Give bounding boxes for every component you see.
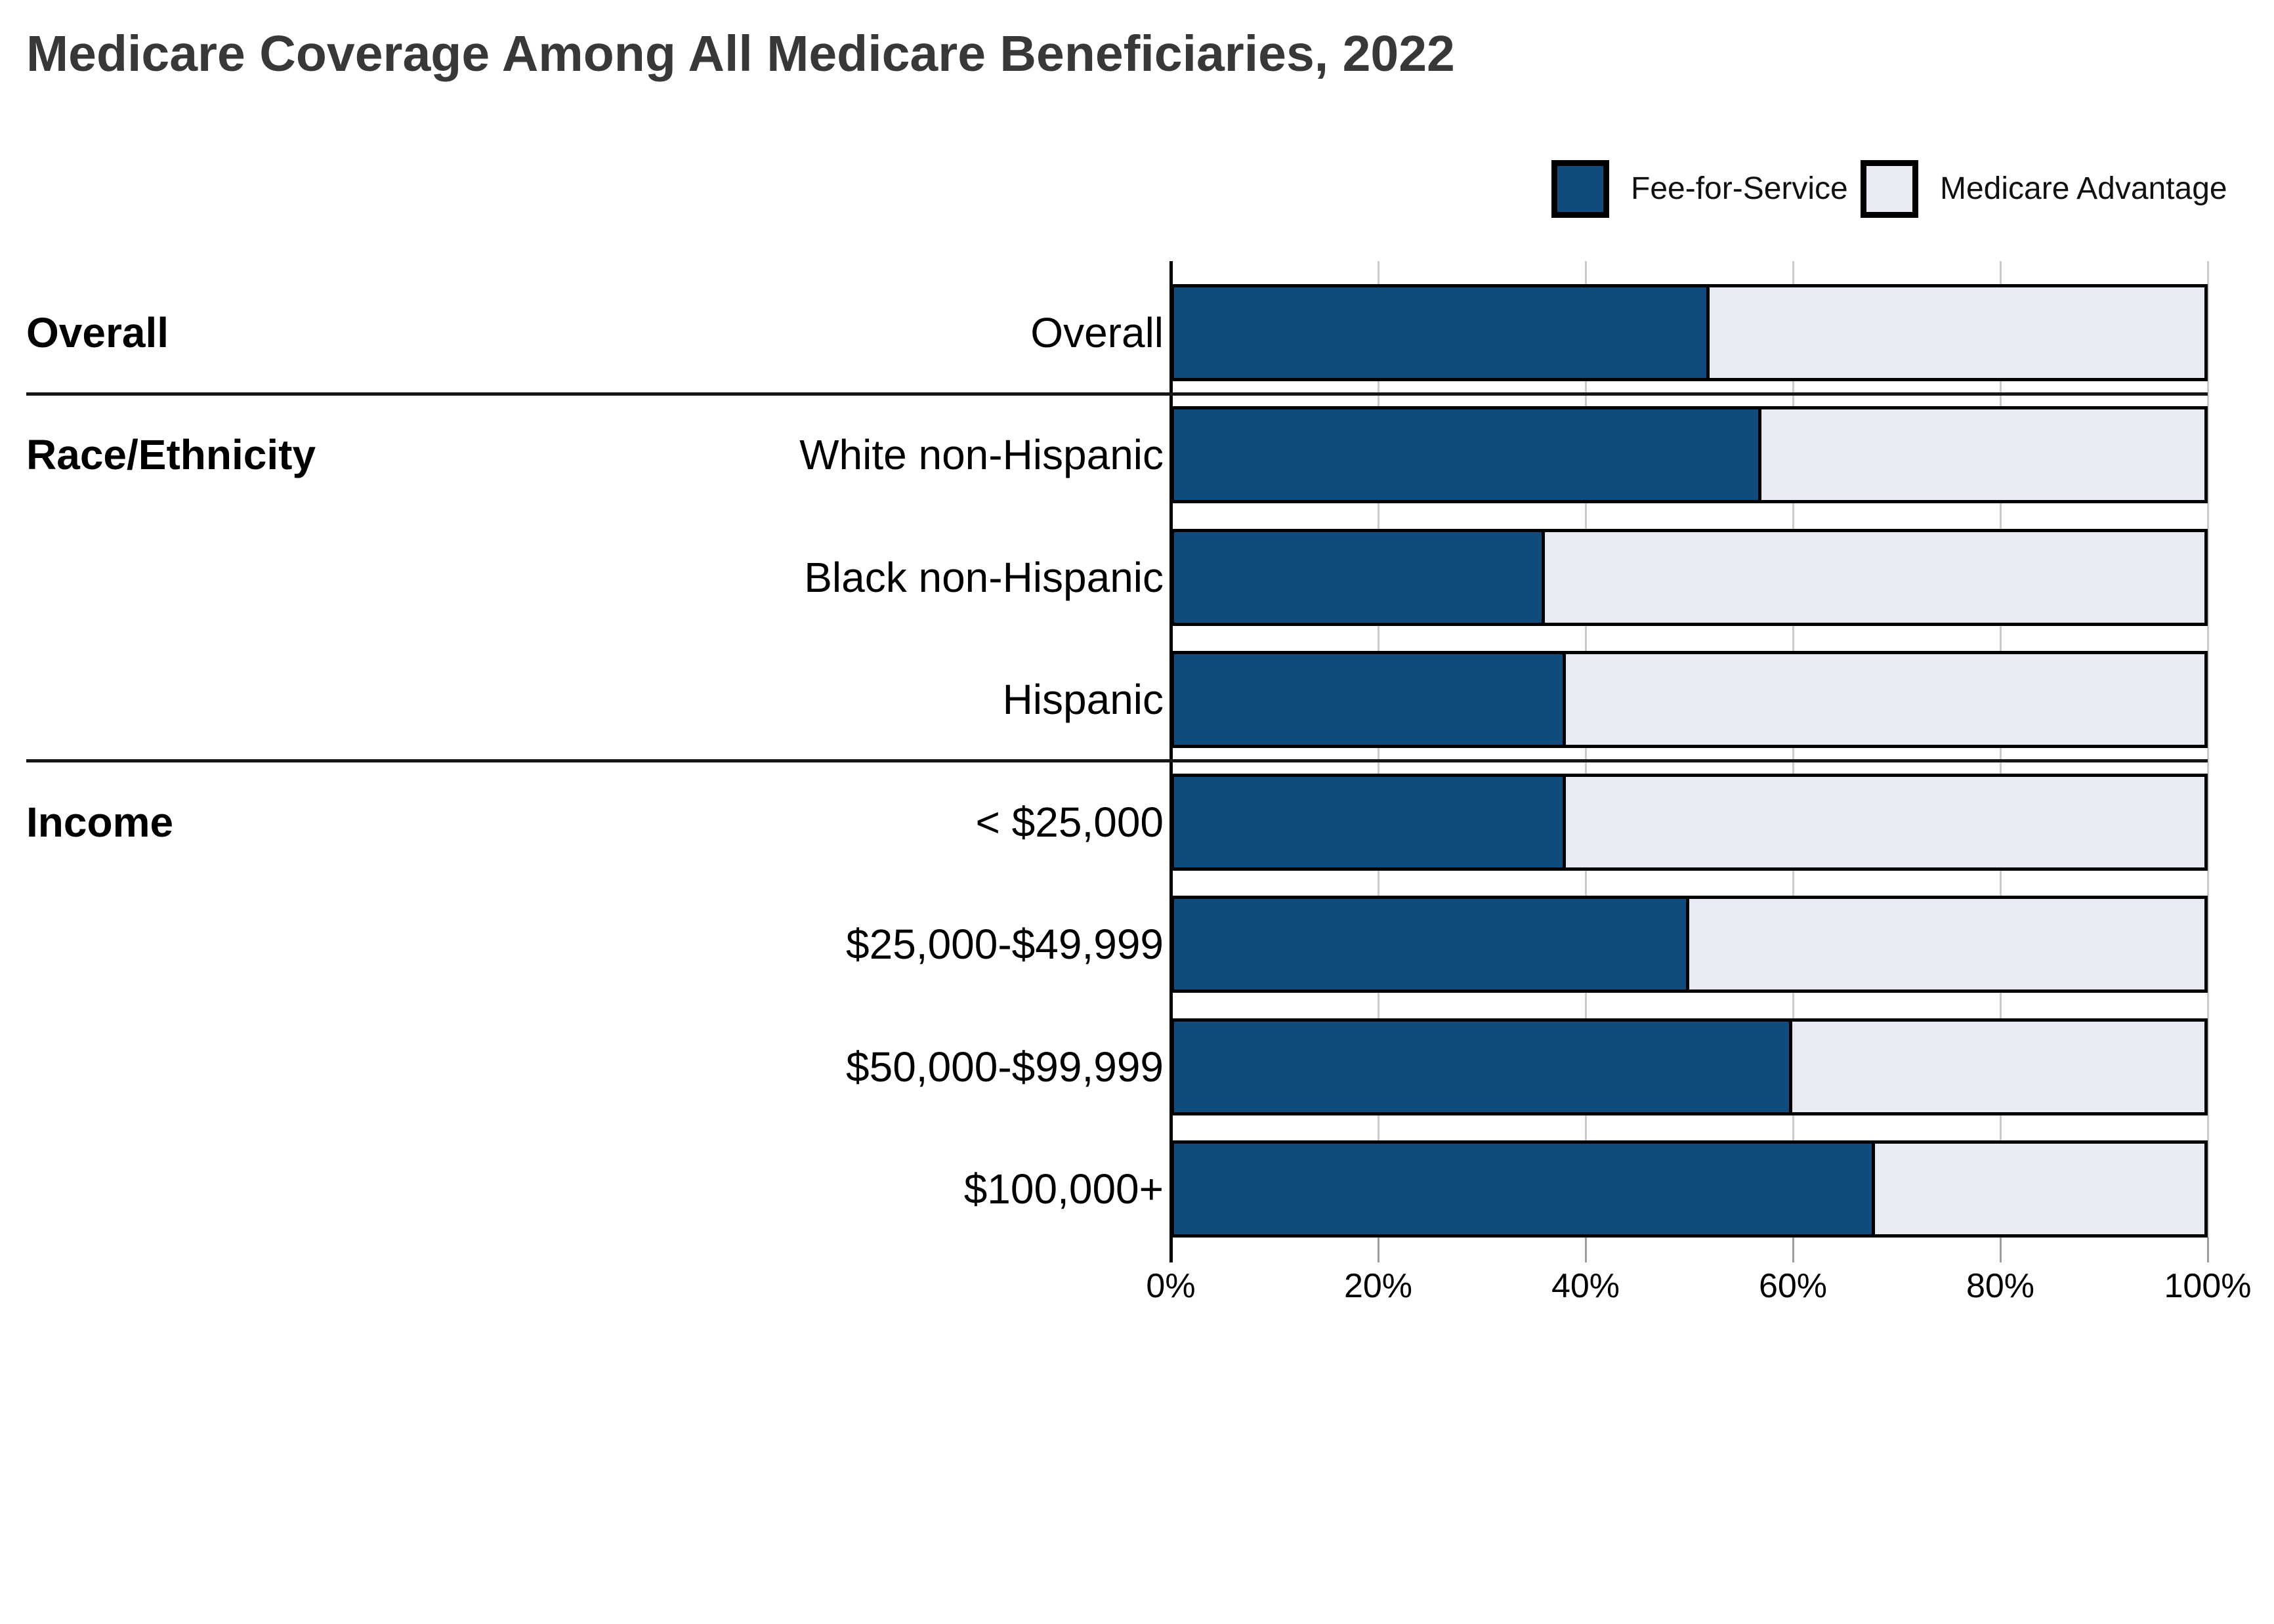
category-label-7: $100,000+ xyxy=(963,1165,1164,1213)
bar-segment-fee-for-service xyxy=(1174,1144,1875,1234)
bar-segment-fee-for-service xyxy=(1174,409,1761,500)
gridline-40 xyxy=(1584,261,1587,1238)
bar-segment-medicare-advantage xyxy=(1565,654,2204,745)
legend-swatch-fee-for-service xyxy=(1551,160,1609,218)
section-label-income: Income xyxy=(26,799,174,846)
bar-segment-medicare-advantage xyxy=(1792,1022,2204,1112)
bar-row-2 xyxy=(1171,529,2208,626)
gridline-100 xyxy=(2206,261,2209,1238)
x-tick-label-100: 100% xyxy=(2164,1267,2252,1305)
bar-segment-fee-for-service xyxy=(1174,287,1710,378)
bar-segment-medicare-advantage xyxy=(1710,287,2204,378)
bar-row-0 xyxy=(1171,284,2208,381)
category-label-3: Hispanic xyxy=(1002,676,1164,723)
gridline-80 xyxy=(1999,261,2002,1238)
bar-segment-medicare-advantage xyxy=(1565,777,2204,867)
category-label-0: Overall xyxy=(1030,309,1164,356)
x-tick-label-60: 60% xyxy=(1758,1267,1828,1305)
bar-row-5 xyxy=(1171,896,2208,993)
bar-segment-medicare-advantage xyxy=(1761,409,2204,500)
bar-segment-fee-for-service xyxy=(1174,777,1566,867)
section-label-race-ethnicity: Race/Ethnicity xyxy=(26,431,316,478)
chart-title: Medicare Coverage Among All Medicare Ben… xyxy=(26,26,1455,82)
legend-label-fee-for-service: Fee-for-Service xyxy=(1631,171,1848,206)
bar-segment-fee-for-service xyxy=(1174,654,1566,745)
category-label-2: Black non-Hispanic xyxy=(804,554,1164,601)
category-label-6: $50,000-$99,999 xyxy=(846,1043,1164,1091)
x-tick-label-40: 40% xyxy=(1551,1267,1620,1305)
section-label-overall: Overall xyxy=(26,309,169,356)
legend: Fee-for-Service Medicare Advantage xyxy=(0,160,2274,218)
axis-tick-60 xyxy=(1792,1238,1794,1262)
bar-row-4 xyxy=(1171,774,2208,871)
bar-segment-fee-for-service xyxy=(1174,899,1689,989)
section-separator-1 xyxy=(26,759,2208,762)
legend-label-medicare-advantage: Medicare Advantage xyxy=(1940,171,2227,206)
gridline-60 xyxy=(1792,261,1794,1238)
section-separator-0 xyxy=(26,392,2208,396)
category-label-1: White non-Hispanic xyxy=(799,431,1164,478)
bar-segment-fee-for-service xyxy=(1174,532,1546,623)
bar-segment-medicare-advantage xyxy=(1874,1144,2204,1234)
x-tick-label-0: 0% xyxy=(1146,1267,1196,1305)
category-label-4: < $25,000 xyxy=(975,799,1164,846)
bar-row-6 xyxy=(1171,1018,2208,1115)
bar-row-3 xyxy=(1171,651,2208,748)
bar-segment-medicare-advantage xyxy=(1545,532,2204,623)
bar-row-1 xyxy=(1171,406,2208,503)
legend-swatch-medicare-advantage xyxy=(1861,160,1918,218)
x-tick-label-20: 20% xyxy=(1343,1267,1413,1305)
axis-tick-40 xyxy=(1584,1238,1587,1262)
gridline-20 xyxy=(1377,261,1379,1238)
axis-tick-20 xyxy=(1377,1238,1379,1262)
x-tick-label-80: 80% xyxy=(1966,1267,2035,1305)
bar-segment-medicare-advantage xyxy=(1689,899,2204,989)
category-label-5: $25,000-$49,999 xyxy=(846,921,1164,968)
axis-tick-100 xyxy=(2206,1238,2209,1262)
axis-tick-80 xyxy=(1999,1238,2002,1262)
bar-row-7 xyxy=(1171,1140,2208,1238)
bar-segment-fee-for-service xyxy=(1174,1022,1792,1112)
